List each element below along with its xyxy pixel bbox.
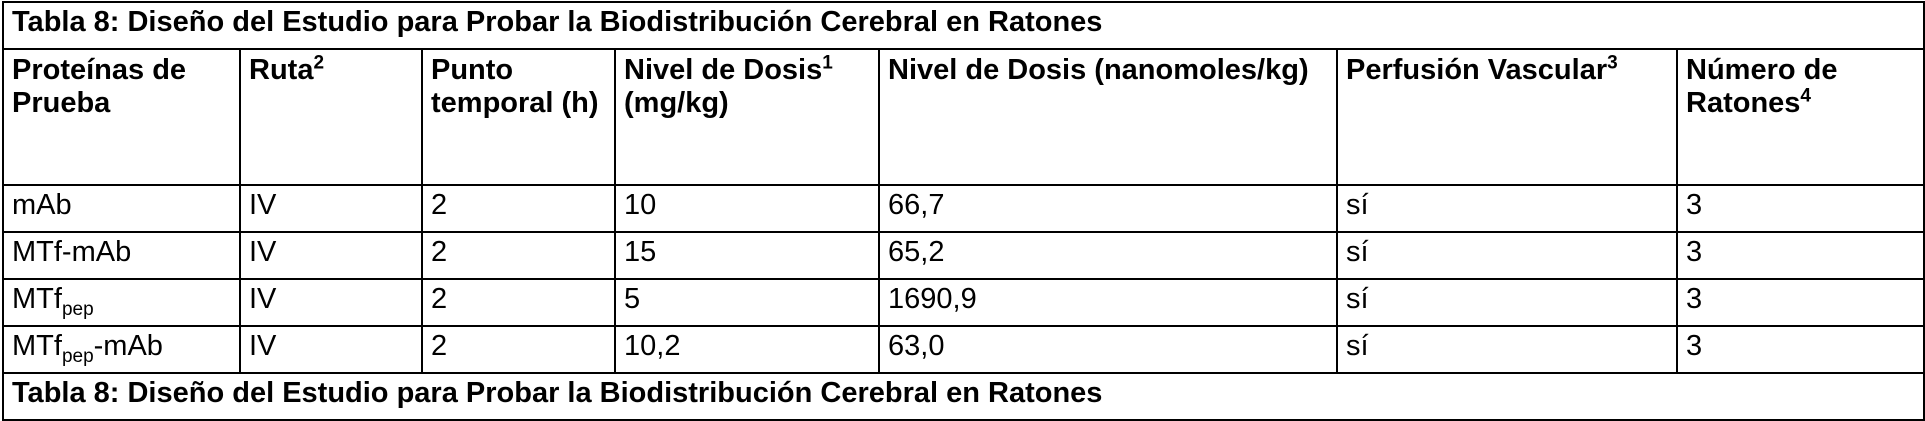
table-title: Tabla 8: Diseño del Estudio para Probar … bbox=[3, 2, 1924, 49]
cell: IV bbox=[240, 326, 422, 373]
cell: 3 bbox=[1677, 326, 1924, 373]
cell-text: Perfusión Vascular bbox=[1346, 54, 1607, 86]
data-row: mAb IV21066,7sí3 bbox=[3, 185, 1924, 232]
cell-text: Punto temporal (h) bbox=[431, 54, 599, 119]
cell: IV bbox=[240, 279, 422, 326]
table-footer: Tabla 8: Diseño del Estudio para Probar … bbox=[3, 373, 1924, 420]
cell: sí bbox=[1337, 185, 1677, 232]
cell-text-after: -mAb bbox=[94, 330, 163, 362]
cell: 3 bbox=[1677, 185, 1924, 232]
header-cell: Nivel de Dosis1 (mg/kg) bbox=[615, 49, 879, 185]
cell: IV bbox=[240, 185, 422, 232]
cell: 3 bbox=[1677, 279, 1924, 326]
header-cell: Punto temporal (h) bbox=[422, 49, 615, 185]
cell-text: Proteínas de Prueba bbox=[12, 54, 186, 119]
cell-text: mAb bbox=[12, 189, 72, 221]
cell: 65,2 bbox=[879, 232, 1337, 279]
cell: 63,0 bbox=[879, 326, 1337, 373]
cell-text: Número de Ratones bbox=[1686, 54, 1837, 119]
subscript: pep bbox=[62, 346, 94, 367]
data-row: MTf-mAb IV21565,2sí3 bbox=[3, 232, 1924, 279]
table-body: Tabla 8: Diseño del Estudio para Probar … bbox=[3, 2, 1924, 420]
cell-text: Nivel de Dosis (nanomoles/kg) bbox=[888, 54, 1309, 86]
cell: mAb bbox=[3, 185, 240, 232]
cell: 66,7 bbox=[879, 185, 1337, 232]
cell: 2 bbox=[422, 232, 615, 279]
superscript: 1 bbox=[822, 52, 833, 73]
cell: MTfpep-mAb bbox=[3, 326, 240, 373]
header-cell: Número de Ratones4 bbox=[1677, 49, 1924, 185]
superscript: 3 bbox=[1607, 52, 1618, 73]
cell: MTf-mAb bbox=[3, 232, 240, 279]
superscript: 4 bbox=[1800, 85, 1811, 106]
cell: sí bbox=[1337, 326, 1677, 373]
cell-text: Nivel de Dosis bbox=[624, 54, 822, 86]
header-cell: Perfusión Vascular3 bbox=[1337, 49, 1677, 185]
cell: 1690,9 bbox=[879, 279, 1337, 326]
cell: IV bbox=[240, 232, 422, 279]
cell: 2 bbox=[422, 279, 615, 326]
header-row: Proteínas de PruebaRuta2Punto temporal (… bbox=[3, 49, 1924, 185]
cell: 2 bbox=[422, 326, 615, 373]
subscript: pep bbox=[62, 299, 94, 320]
cell-text: MTf-mAb bbox=[12, 236, 131, 268]
cell: 5 bbox=[615, 279, 879, 326]
page: Tabla 8: Diseño del Estudio para Probar … bbox=[0, 1, 1925, 408]
cell: sí bbox=[1337, 232, 1677, 279]
header-cell: Nivel de Dosis (nanomoles/kg) bbox=[879, 49, 1337, 185]
header-cell: Ruta2 bbox=[240, 49, 422, 185]
cell-text: Ruta bbox=[249, 54, 313, 86]
cell: MTfpep bbox=[3, 279, 240, 326]
cell: 10 bbox=[615, 185, 879, 232]
cell: sí bbox=[1337, 279, 1677, 326]
superscript: 2 bbox=[313, 52, 324, 73]
data-row: MTfpepIV251690,9sí3 bbox=[3, 279, 1924, 326]
cell-text-after: (mg/kg) bbox=[624, 87, 729, 119]
data-row: MTfpep-mAbIV210,263,0sí3 bbox=[3, 326, 1924, 373]
cell: 3 bbox=[1677, 232, 1924, 279]
cell: 15 bbox=[615, 232, 879, 279]
footer-row: Tabla 8: Diseño del Estudio para Probar … bbox=[3, 373, 1924, 420]
header-cell: Proteínas de Prueba bbox=[3, 49, 240, 185]
cell-text: MTf bbox=[12, 330, 62, 362]
title-row: Tabla 8: Diseño del Estudio para Probar … bbox=[3, 2, 1924, 49]
cell: 2 bbox=[422, 185, 615, 232]
cell-text: MTf bbox=[12, 283, 62, 315]
cell: 10,2 bbox=[615, 326, 879, 373]
